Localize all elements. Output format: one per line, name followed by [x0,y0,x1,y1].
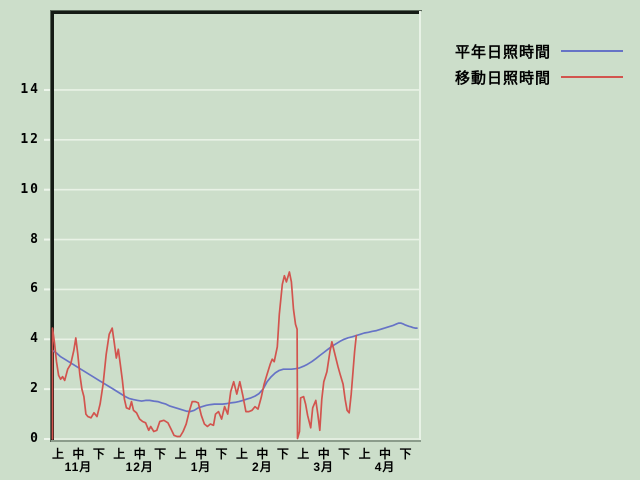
plot-border-top [51,11,421,14]
plot-border-top-shadow [50,10,422,12]
x-axis-decade-label: 上 [113,447,126,461]
x-axis-month-label: 3月 [313,460,335,474]
x-axis-decade-label: 上 [174,447,187,461]
x-axis-decade-label: 上 [235,447,248,461]
x-axis-decade-label: 中 [317,447,330,461]
x-axis-month-label: 12月 [125,460,154,474]
plot-border-left [51,11,54,442]
x-axis-decade-label: 下 [338,447,351,461]
x-axis-month-label: 2月 [252,460,273,474]
x-axis-decade-label: 中 [133,447,146,461]
legend-line-sample-moving [561,76,624,78]
plot-border-left-shadow [50,11,52,442]
legend-item-normal: 平年日照時間 [455,38,624,64]
x-axis-decade-label: 下 [92,447,105,461]
y-axis-tick-label: 4 [30,331,40,347]
x-axis-month-label: 1月 [190,460,212,474]
x-axis-decade-label: 下 [215,447,228,461]
x-axis-decade-label: 上 [51,447,64,461]
x-axis-decade-label: 下 [276,447,289,461]
y-axis-tick-label: 12 [20,131,40,147]
x-axis-decade-label: 下 [154,447,167,461]
legend: 平年日照時間 移動日照時間 [455,38,624,90]
plot-border-bottom [51,440,421,442]
x-axis-decade-label: 上 [297,447,310,461]
legend-line-sample-normal [561,50,624,52]
y-axis-tick-label: 10 [20,181,40,197]
legend-item-moving: 移動日照時間 [455,64,624,90]
x-axis-decade-label: 中 [195,447,208,461]
legend-label-moving: 移動日照時間 [455,69,552,87]
x-axis-decade-label: 中 [72,447,85,461]
x-axis-decade-label: 下 [399,447,412,461]
y-axis-tick-label: 2 [30,381,40,397]
x-axis-decade-label: 中 [379,447,392,461]
normal-sunshine-line [51,322,418,413]
y-axis-tick-label: 8 [30,231,40,247]
moving-sunshine-line [51,271,358,440]
y-axis-tick-label: 0 [30,431,40,446]
x-axis-month-label: 11月 [64,460,93,474]
x-axis-decade-label: 中 [256,447,269,461]
x-axis-decade-label: 上 [358,447,371,461]
y-axis-tick-label: 14 [20,81,40,97]
legend-label-normal: 平年日照時間 [455,43,552,61]
x-axis-month-label: 4月 [374,460,396,474]
y-axis-tick-label: 6 [30,281,40,297]
plot-border-right [419,11,421,442]
